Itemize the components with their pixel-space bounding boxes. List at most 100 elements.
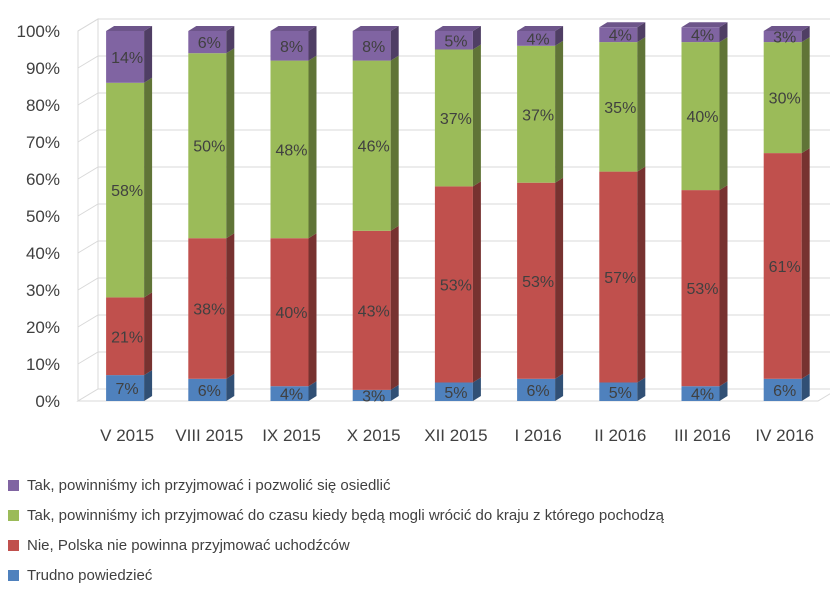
bar-stack (434, 26, 481, 401)
bar-segment-side (472, 26, 481, 50)
bar-segment-side (801, 373, 810, 401)
bar-segment-side (555, 40, 564, 183)
bar-segment (434, 49, 473, 187)
bar-segment (681, 27, 720, 43)
legend-label: Nie, Polska nie powinna przyjmować uchod… (27, 536, 350, 554)
bars (106, 22, 810, 401)
data-label: 50% (193, 139, 225, 156)
data-label: 58% (111, 183, 143, 200)
bar-segment (681, 190, 720, 387)
data-label: 6% (527, 383, 550, 400)
bar-segment-side (801, 26, 810, 43)
bar-stack (352, 26, 399, 401)
legend-swatch (8, 569, 19, 581)
gridlines (77, 18, 830, 365)
legend-label: Tak, powinniśmy ich przyjmować i pozwoli… (27, 476, 391, 494)
data-label: 40% (275, 305, 307, 322)
bar-segment (434, 186, 473, 383)
bar-segment-side (226, 48, 235, 239)
bar-segment (270, 31, 309, 61)
data-label: 35% (604, 100, 636, 117)
bar-segment (352, 389, 391, 401)
x-category-label: XII 2015 (424, 426, 487, 445)
data-label: 61% (769, 259, 801, 276)
x-category-label: VIII 2015 (175, 426, 243, 445)
bar-segment-side (719, 22, 728, 43)
bar-segment-side (226, 233, 235, 379)
data-label: 4% (527, 31, 550, 48)
bar-segment-side (472, 44, 481, 187)
bar-segment-side (226, 373, 235, 401)
bar-segment-side (801, 37, 810, 154)
data-label: 8% (362, 39, 385, 56)
data-label: 14% (111, 50, 143, 67)
y-tick-label: 0% (35, 392, 60, 411)
y-tick-label: 30% (26, 281, 60, 300)
gridline (77, 129, 830, 143)
gridline (77, 314, 830, 328)
bar-segment (352, 31, 391, 61)
data-label: 48% (275, 142, 307, 159)
bar-top (599, 22, 646, 28)
bar-segment (188, 238, 227, 379)
y-axis-ticks: 0% 10% 20% 30% 40% 50% 60% 70% 80% 90% 100% (17, 22, 60, 411)
data-label: 6% (198, 383, 221, 400)
bar-segment (599, 42, 638, 172)
gridline (77, 166, 830, 180)
bar-stack (599, 22, 646, 401)
bar-segment (106, 82, 145, 298)
bar-segment-side (472, 181, 481, 383)
bar-segment-side (555, 373, 564, 401)
bar-segment (763, 31, 802, 43)
data-label: 53% (440, 277, 472, 294)
bar-segment (517, 378, 556, 401)
bar-segment-side (637, 37, 646, 172)
gridline (77, 240, 830, 254)
bar-segment (270, 386, 309, 401)
bar-segment-side (637, 22, 646, 43)
data-label: 37% (522, 107, 554, 124)
bar-stack (763, 26, 810, 401)
x-category-label: II 2016 (594, 426, 646, 445)
legend-item: Nie, Polska nie powinna przyjmować uchod… (8, 530, 808, 560)
gridline (77, 203, 830, 217)
data-labels: 7% 21% 58% 14% 6% 38% 50% 6% 4% 40% 48% 8% 3% 43% 46% 8… (111, 28, 801, 406)
bar-segment-side (308, 233, 317, 387)
data-label: 4% (609, 28, 632, 45)
data-label: 4% (691, 387, 714, 404)
bar-segment (188, 378, 227, 401)
data-label: 6% (773, 383, 796, 400)
data-label: 4% (280, 387, 303, 404)
bar-segment-side (308, 55, 317, 239)
data-label: 5% (444, 385, 467, 402)
data-label: 5% (444, 33, 467, 50)
bar-stack (188, 26, 235, 401)
y-tick-label: 20% (26, 318, 60, 337)
bar-segment-side (390, 225, 399, 390)
data-label: 3% (773, 30, 796, 47)
gridline (77, 92, 830, 106)
gridline (77, 18, 830, 32)
bar-segment (188, 53, 227, 239)
bar-segment (599, 27, 638, 43)
x-category-label: V 2015 (100, 426, 154, 445)
bar-segment-side (144, 26, 153, 83)
y-tick-label: 60% (26, 170, 60, 189)
bar-segment (517, 31, 556, 46)
bar-top (270, 26, 317, 31)
legend-swatch (8, 539, 19, 551)
x-category-label: I 2016 (514, 426, 561, 445)
bar-segment (352, 230, 391, 390)
data-label: 7% (116, 381, 139, 398)
legend: Tak, powinniśmy ich przyjmować i pozwoli… (8, 470, 808, 590)
bar-segment-side (637, 377, 646, 401)
bar-top (681, 22, 728, 28)
bar-segment (599, 382, 638, 401)
bar-top (763, 26, 810, 31)
data-label: 21% (111, 329, 143, 346)
bar-segment (106, 375, 145, 401)
legend-swatch (8, 479, 19, 491)
legend-item: Trudno powiedzieć (8, 560, 808, 590)
data-label: 30% (769, 91, 801, 108)
y-tick-label: 10% (26, 355, 60, 374)
